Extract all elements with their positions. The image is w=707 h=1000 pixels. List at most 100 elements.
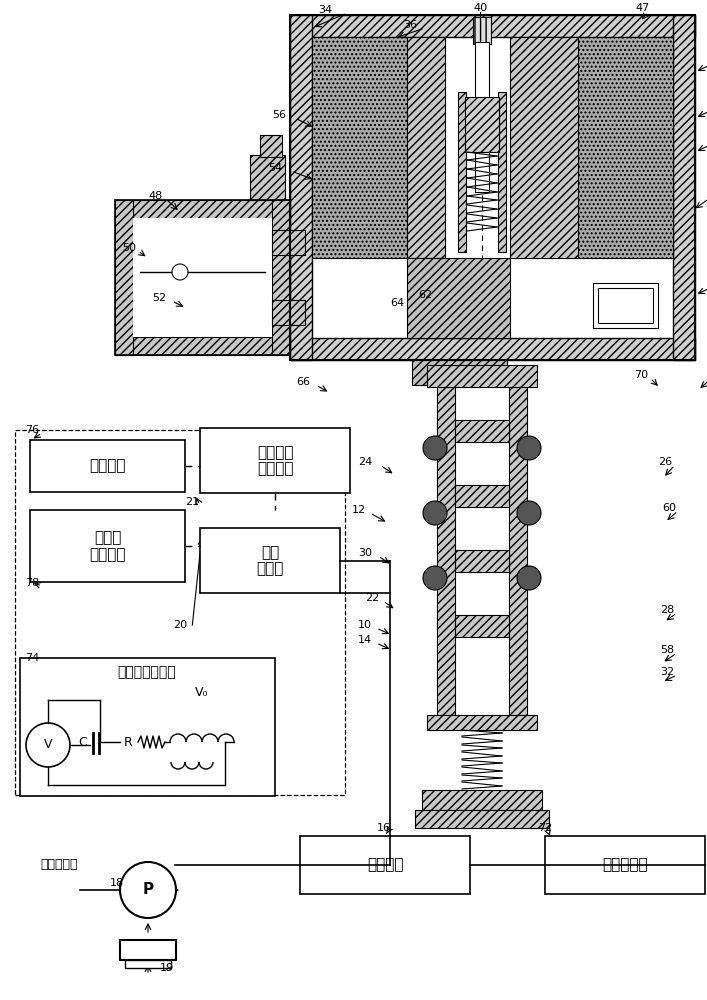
Text: 36: 36 [403,20,417,30]
Bar [20,658,275,796]
Circle shape [517,436,541,460]
Bar [455,420,509,442]
Bar [473,17,491,44]
Bar [272,300,305,325]
Text: 自动变速器: 自动变速器 [602,857,648,872]
Bar [407,258,510,338]
Text: P: P [142,882,153,898]
Circle shape [172,264,188,280]
Bar [290,15,695,360]
Text: 40: 40 [473,3,487,13]
Text: 52: 52 [152,293,166,303]
Bar [272,230,305,255]
Circle shape [517,501,541,525]
Text: 64: 64 [390,298,404,308]
Bar [290,15,695,37]
Bar [673,15,695,360]
Text: 14: 14 [358,635,372,645]
Bar [115,200,290,355]
Bar [200,428,350,493]
Bar [598,288,653,323]
Text: 72: 72 [538,823,552,833]
Circle shape [423,566,447,590]
Text: 抖动频率: 抖动频率 [89,547,126,562]
Bar [115,200,290,218]
Bar [437,385,455,715]
Text: 66: 66 [296,377,310,387]
Bar [115,200,133,355]
Bar [455,385,509,715]
Text: V: V [44,738,52,752]
Bar [498,92,506,252]
Text: 控制阀: 控制阀 [257,561,284,576]
Bar [455,615,509,637]
Bar [312,37,407,258]
Text: 32: 32 [660,667,674,677]
Text: 58: 58 [660,645,674,655]
Text: 回路: 回路 [261,545,279,560]
Bar [120,940,176,960]
Bar [290,338,695,360]
Text: 主调节阀: 主调节阀 [367,857,403,872]
Circle shape [517,566,541,590]
Bar [465,97,499,152]
Text: 50: 50 [122,243,136,253]
Text: 21: 21 [185,497,199,507]
Text: 30: 30 [358,548,372,558]
Bar [510,37,578,258]
Bar [133,218,272,337]
Text: 28: 28 [660,605,674,615]
Bar [475,42,489,192]
Text: R: R [124,736,132,748]
Bar [412,360,507,385]
Bar [427,715,537,730]
Bar [115,337,290,355]
Bar [125,960,171,968]
Text: 抖动频率控制器: 抖动频率控制器 [117,665,176,679]
Bar [422,790,542,810]
Text: 54: 54 [268,163,282,173]
Text: 56: 56 [272,110,286,120]
Bar [458,92,466,252]
Text: 12: 12 [352,505,366,515]
Bar [509,385,527,715]
Text: 20: 20 [173,620,187,630]
Bar [290,15,312,360]
Circle shape [423,436,447,460]
Bar [545,836,705,894]
Text: 控制器: 控制器 [94,530,121,545]
Bar [250,155,285,200]
Bar [15,430,345,795]
Bar [312,37,673,338]
Text: 47: 47 [635,3,649,13]
Bar [272,200,290,355]
Text: 24: 24 [358,457,373,467]
Circle shape [120,862,176,918]
Text: 19: 19 [160,963,174,973]
Text: 34: 34 [318,5,332,15]
Text: 62: 62 [418,290,432,300]
Text: 22: 22 [365,593,379,603]
Bar [578,37,673,258]
Text: 动力总成: 动力总成 [257,461,293,476]
Circle shape [26,723,70,767]
Text: V₀: V₀ [195,686,209,700]
Text: 18: 18 [110,878,124,888]
Bar [300,836,470,894]
Text: 电压供给: 电压供给 [89,458,126,474]
Text: 48: 48 [148,191,162,201]
Text: 74: 74 [25,653,40,663]
Bar [415,810,549,828]
Text: 10: 10 [358,620,372,630]
Bar [200,528,340,593]
Bar [260,135,282,157]
Text: 78: 78 [25,578,40,588]
Bar [427,365,537,387]
Circle shape [423,501,447,525]
Bar [407,37,445,258]
Text: 26: 26 [658,457,672,467]
Bar [30,510,185,582]
Text: 16: 16 [377,823,391,833]
Text: 左側変速器: 左側変速器 [40,858,78,871]
Text: 70: 70 [634,370,648,380]
